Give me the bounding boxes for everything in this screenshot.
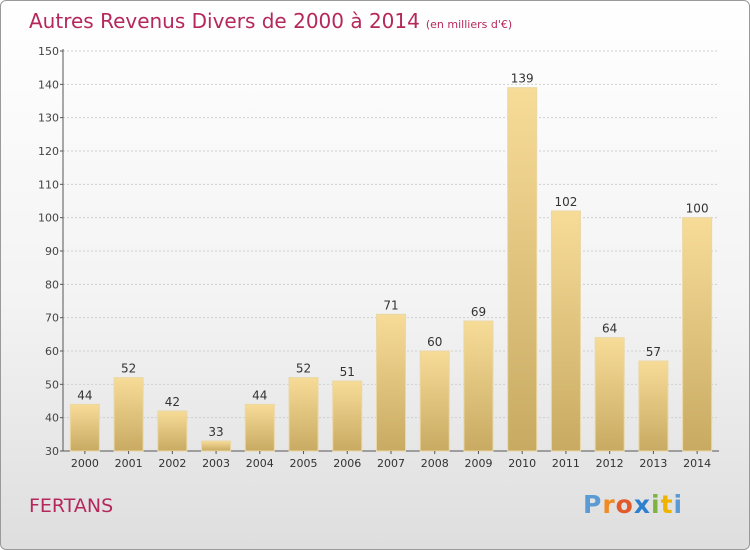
bar xyxy=(507,87,538,452)
x-tick-label: 2000 xyxy=(71,457,99,470)
bar xyxy=(113,377,144,452)
x-tick-label: 2004 xyxy=(246,457,274,470)
bar-value-label: 44 xyxy=(77,388,92,402)
bar xyxy=(376,313,406,452)
y-tick-label: 30 xyxy=(45,445,59,458)
bar xyxy=(550,210,581,452)
x-tick-label: 2002 xyxy=(158,457,186,470)
y-tick-label: 120 xyxy=(38,145,59,158)
y-tick-label: 80 xyxy=(45,278,59,291)
x-tick-label: 2009 xyxy=(464,457,492,470)
x-tick-label: 2006 xyxy=(333,457,361,470)
bar xyxy=(69,403,100,452)
x-tick-label: 2008 xyxy=(421,457,449,470)
x-tick-label: 2013 xyxy=(639,457,667,470)
chart-title-text: Autres Revenus Divers de 2000 à 2014 xyxy=(29,9,420,33)
bar-value-label: 51 xyxy=(340,365,355,379)
x-tick-label: 2012 xyxy=(596,457,624,470)
x-tick-label: 2005 xyxy=(290,457,318,470)
y-tick-label: 40 xyxy=(45,412,59,425)
bar xyxy=(244,403,275,452)
bar-value-label: 52 xyxy=(121,362,136,376)
proxiti-logo: Proxiti xyxy=(583,490,683,519)
x-tick-label: 2011 xyxy=(552,457,580,470)
bar-value-label: 102 xyxy=(554,195,577,209)
x-tick-label: 2007 xyxy=(377,457,405,470)
logo-letter: r xyxy=(602,490,616,519)
bar-value-label: 52 xyxy=(296,362,311,376)
bar xyxy=(332,380,363,452)
bar xyxy=(201,440,232,452)
x-tick-label: 2014 xyxy=(683,457,711,470)
bar-value-label: 60 xyxy=(427,335,442,349)
x-tick-label: 2001 xyxy=(115,457,143,470)
logo-letter: i xyxy=(651,490,661,519)
bar xyxy=(463,320,494,452)
bar-value-label: 42 xyxy=(165,395,180,409)
place-name: FERTANS xyxy=(29,495,114,517)
bar xyxy=(157,410,188,452)
y-tick-label: 100 xyxy=(38,212,59,225)
logo-letter: i xyxy=(673,490,684,519)
chart-title: Autres Revenus Divers de 2000 à 2014 (en … xyxy=(29,9,512,33)
logo-letter: x xyxy=(633,490,651,519)
bar-value-label: 64 xyxy=(602,322,617,336)
y-tick-label: 150 xyxy=(38,45,59,58)
y-tick-label: 110 xyxy=(38,178,59,191)
x-tick-label: 2010 xyxy=(508,457,536,470)
chart-unit-text: (en milliers d'€) xyxy=(425,18,513,31)
y-tick-label: 70 xyxy=(45,312,59,325)
y-tick-label: 130 xyxy=(38,112,59,125)
logo-letter: P xyxy=(583,490,603,519)
bar-value-label: 44 xyxy=(252,388,267,402)
bar xyxy=(594,337,625,452)
bar-value-label: 57 xyxy=(646,345,661,359)
bar-value-label: 71 xyxy=(383,298,398,312)
y-tick-label: 140 xyxy=(38,78,59,91)
y-tick-label: 60 xyxy=(45,345,59,358)
x-tick-label: 2003 xyxy=(202,457,230,470)
bar-value-label: 69 xyxy=(471,305,486,319)
bar xyxy=(288,377,319,452)
bar xyxy=(419,350,450,452)
bar xyxy=(682,217,713,452)
logo-letter: o xyxy=(615,490,634,519)
bar-value-label: 100 xyxy=(686,202,709,216)
logo-letter: t xyxy=(660,490,674,519)
bar-value-label: 33 xyxy=(208,425,223,439)
bar-value-label: 139 xyxy=(511,72,534,86)
y-tick-label: 90 xyxy=(45,245,59,258)
y-tick-label: 50 xyxy=(45,378,59,391)
bar xyxy=(638,360,669,452)
